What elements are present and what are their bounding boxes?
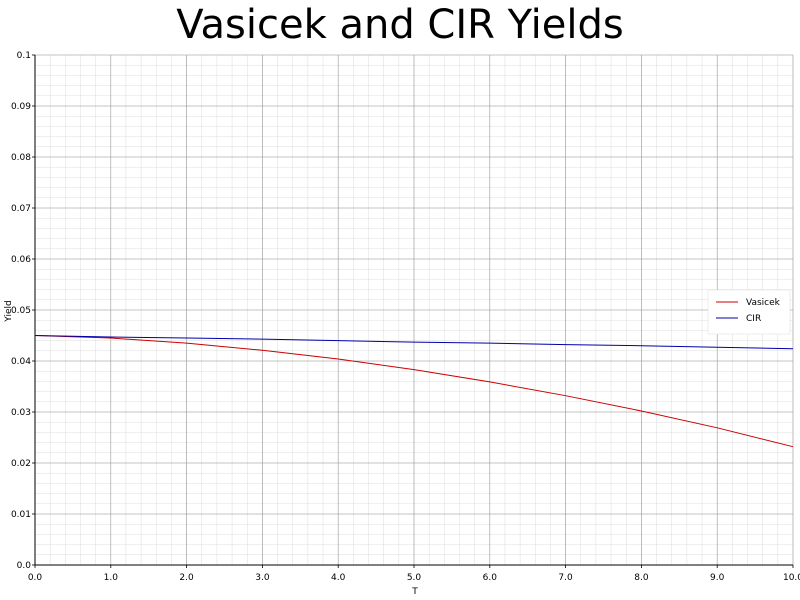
y-tick-label: 0.08 [11,153,31,163]
y-tick-label: 0.02 [11,459,31,469]
y-tick-label: 0.06 [11,255,31,265]
x-tick-label: 2.0 [179,573,194,583]
legend-label: Vasicek [746,298,781,308]
x-tick-label: 4.0 [331,573,346,583]
x-tick-label: 3.0 [255,573,270,583]
x-axis-label: T [411,587,418,597]
major-grid [34,54,794,566]
x-tick-label: 9.0 [710,573,725,583]
legend-label: CIR [746,314,761,324]
x-tick-label: 8.0 [634,573,649,583]
series-line-vasicek [34,335,794,448]
x-axis-ticks: 0.0 1.0 2.0 3.0 4.0 5.0 6.0 7.0 8.0 9.0 10.0 [28,565,800,583]
x-tick-label: 7.0 [558,573,573,583]
y-axis-ticks: 0.0 0.01 0.02 0.03 0.04 0.05 0.06 0.07 0.08 0.09 0… [11,51,35,571]
y-tick-label: 0.07 [11,204,31,214]
x-tick-label: 10.0 [783,573,800,583]
chart-title: Vasicek and CIR Yields [176,2,624,48]
y-tick-label: 0.0 [17,561,32,571]
legend: Vasicek CIR [707,289,791,335]
x-tick-label: 5.0 [407,573,422,583]
y-axis-label: Yield [4,300,14,322]
x-tick-label: 0.0 [28,573,43,583]
x-tick-label: 1.0 [104,573,119,583]
y-tick-label: 0.1 [17,51,31,61]
y-tick-label: 0.09 [11,102,31,112]
y-tick-label: 0.04 [11,357,31,367]
y-tick-label: 0.05 [11,306,31,316]
series-line-cir [34,335,794,350]
y-tick-label: 0.03 [11,408,31,418]
series-layer [34,335,794,448]
x-tick-label: 6.0 [483,573,498,583]
y-tick-label: 0.01 [11,510,31,520]
